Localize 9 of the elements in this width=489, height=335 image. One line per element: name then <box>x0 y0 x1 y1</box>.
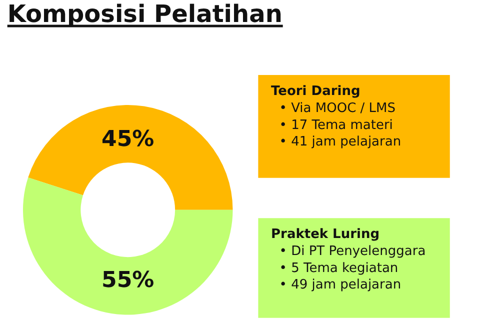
data-label: 45% <box>102 126 154 152</box>
chart-title: Komposisi Pelatihan <box>7 0 282 28</box>
slice-label: Praktek Luring <box>271 227 380 242</box>
donut-slice <box>23 177 233 315</box>
data-label: 55% <box>102 268 154 293</box>
text: • Di PT Penyelenggara • 5 Tema kegiatan • 49 jam pelajaran <box>271 244 426 293</box>
donut-slice <box>28 105 233 210</box>
slice-label: Teori Daring <box>271 84 360 99</box>
text: • Via MOOC / LMS • 17 Tema materi • 41 jam pelajaran <box>271 100 402 150</box>
